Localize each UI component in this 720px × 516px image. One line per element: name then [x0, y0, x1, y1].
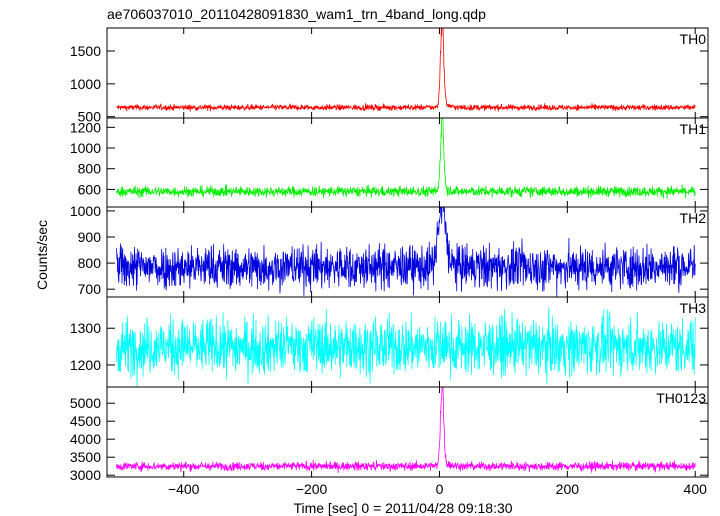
y-tick-label: 1300 [70, 320, 101, 336]
panel-th2: 700 800 900 1000 TH2 [70, 203, 709, 298]
y-tick-label: 900 [78, 229, 102, 245]
panel-label: TH0123 [656, 390, 706, 406]
chart-title: ae706037010_20110428091830_wam1_trn_4ban… [107, 6, 486, 22]
panel-th1: 600 800 1000 1200 TH1 [70, 117, 709, 208]
y-tick-label: 1000 [70, 140, 101, 156]
y-tick-label: 4500 [70, 413, 101, 429]
y-tick-label: 5000 [70, 395, 101, 411]
panel-label: TH2 [680, 210, 707, 226]
y-tick-label: 1200 [70, 357, 101, 373]
y-axis-title: Counts/sec [34, 220, 50, 290]
series-line-th0123 [116, 387, 696, 474]
x-axis-title: Time [sec] 0 = 2011/04/28 09:18:30 [293, 500, 512, 516]
x-tick-label: 200 [556, 481, 580, 497]
y-tick-label: 1200 [70, 119, 101, 135]
panel-label: TH3 [680, 300, 707, 316]
panels: 500 1000 1500 TH0 600 800 1000 1200 TH1 700 800 900… [70, 27, 709, 497]
y-tick-label: 600 [78, 181, 102, 197]
y-tick-label: 1000 [70, 76, 101, 92]
panel-frame [106, 386, 709, 478]
y-tick-label: 800 [78, 161, 102, 177]
y-tick-label: 500 [78, 109, 102, 125]
panel-th0123: 3000 3500 4000 4500 5000 TH0123 [70, 386, 709, 483]
y-tick-label: 3500 [70, 449, 101, 465]
x-tick-label: 0 [436, 481, 444, 497]
x-tick-label: −200 [296, 481, 328, 497]
series-line-th1 [116, 118, 696, 199]
y-tick-label: 800 [78, 255, 102, 271]
y-tick-label: 1000 [70, 203, 101, 219]
series-line-th3 [116, 307, 696, 387]
panel-label: TH1 [680, 121, 707, 137]
panel-frame [106, 27, 709, 119]
x-tick-label: 400 [684, 481, 708, 497]
y-tick-label: 4000 [70, 431, 101, 447]
panel-label: TH0 [680, 31, 707, 47]
panel-th3: 1200 1300 TH3 [70, 296, 709, 388]
x-tick-label: −400 [168, 481, 200, 497]
panel-th0: 500 1000 1500 TH0 [70, 27, 709, 125]
y-tick-label: 700 [78, 281, 102, 297]
series-line-th0 [116, 28, 696, 112]
series-line-th2 [116, 207, 696, 297]
y-tick-label: 1500 [70, 43, 101, 59]
y-tick-label: 3000 [70, 467, 101, 483]
